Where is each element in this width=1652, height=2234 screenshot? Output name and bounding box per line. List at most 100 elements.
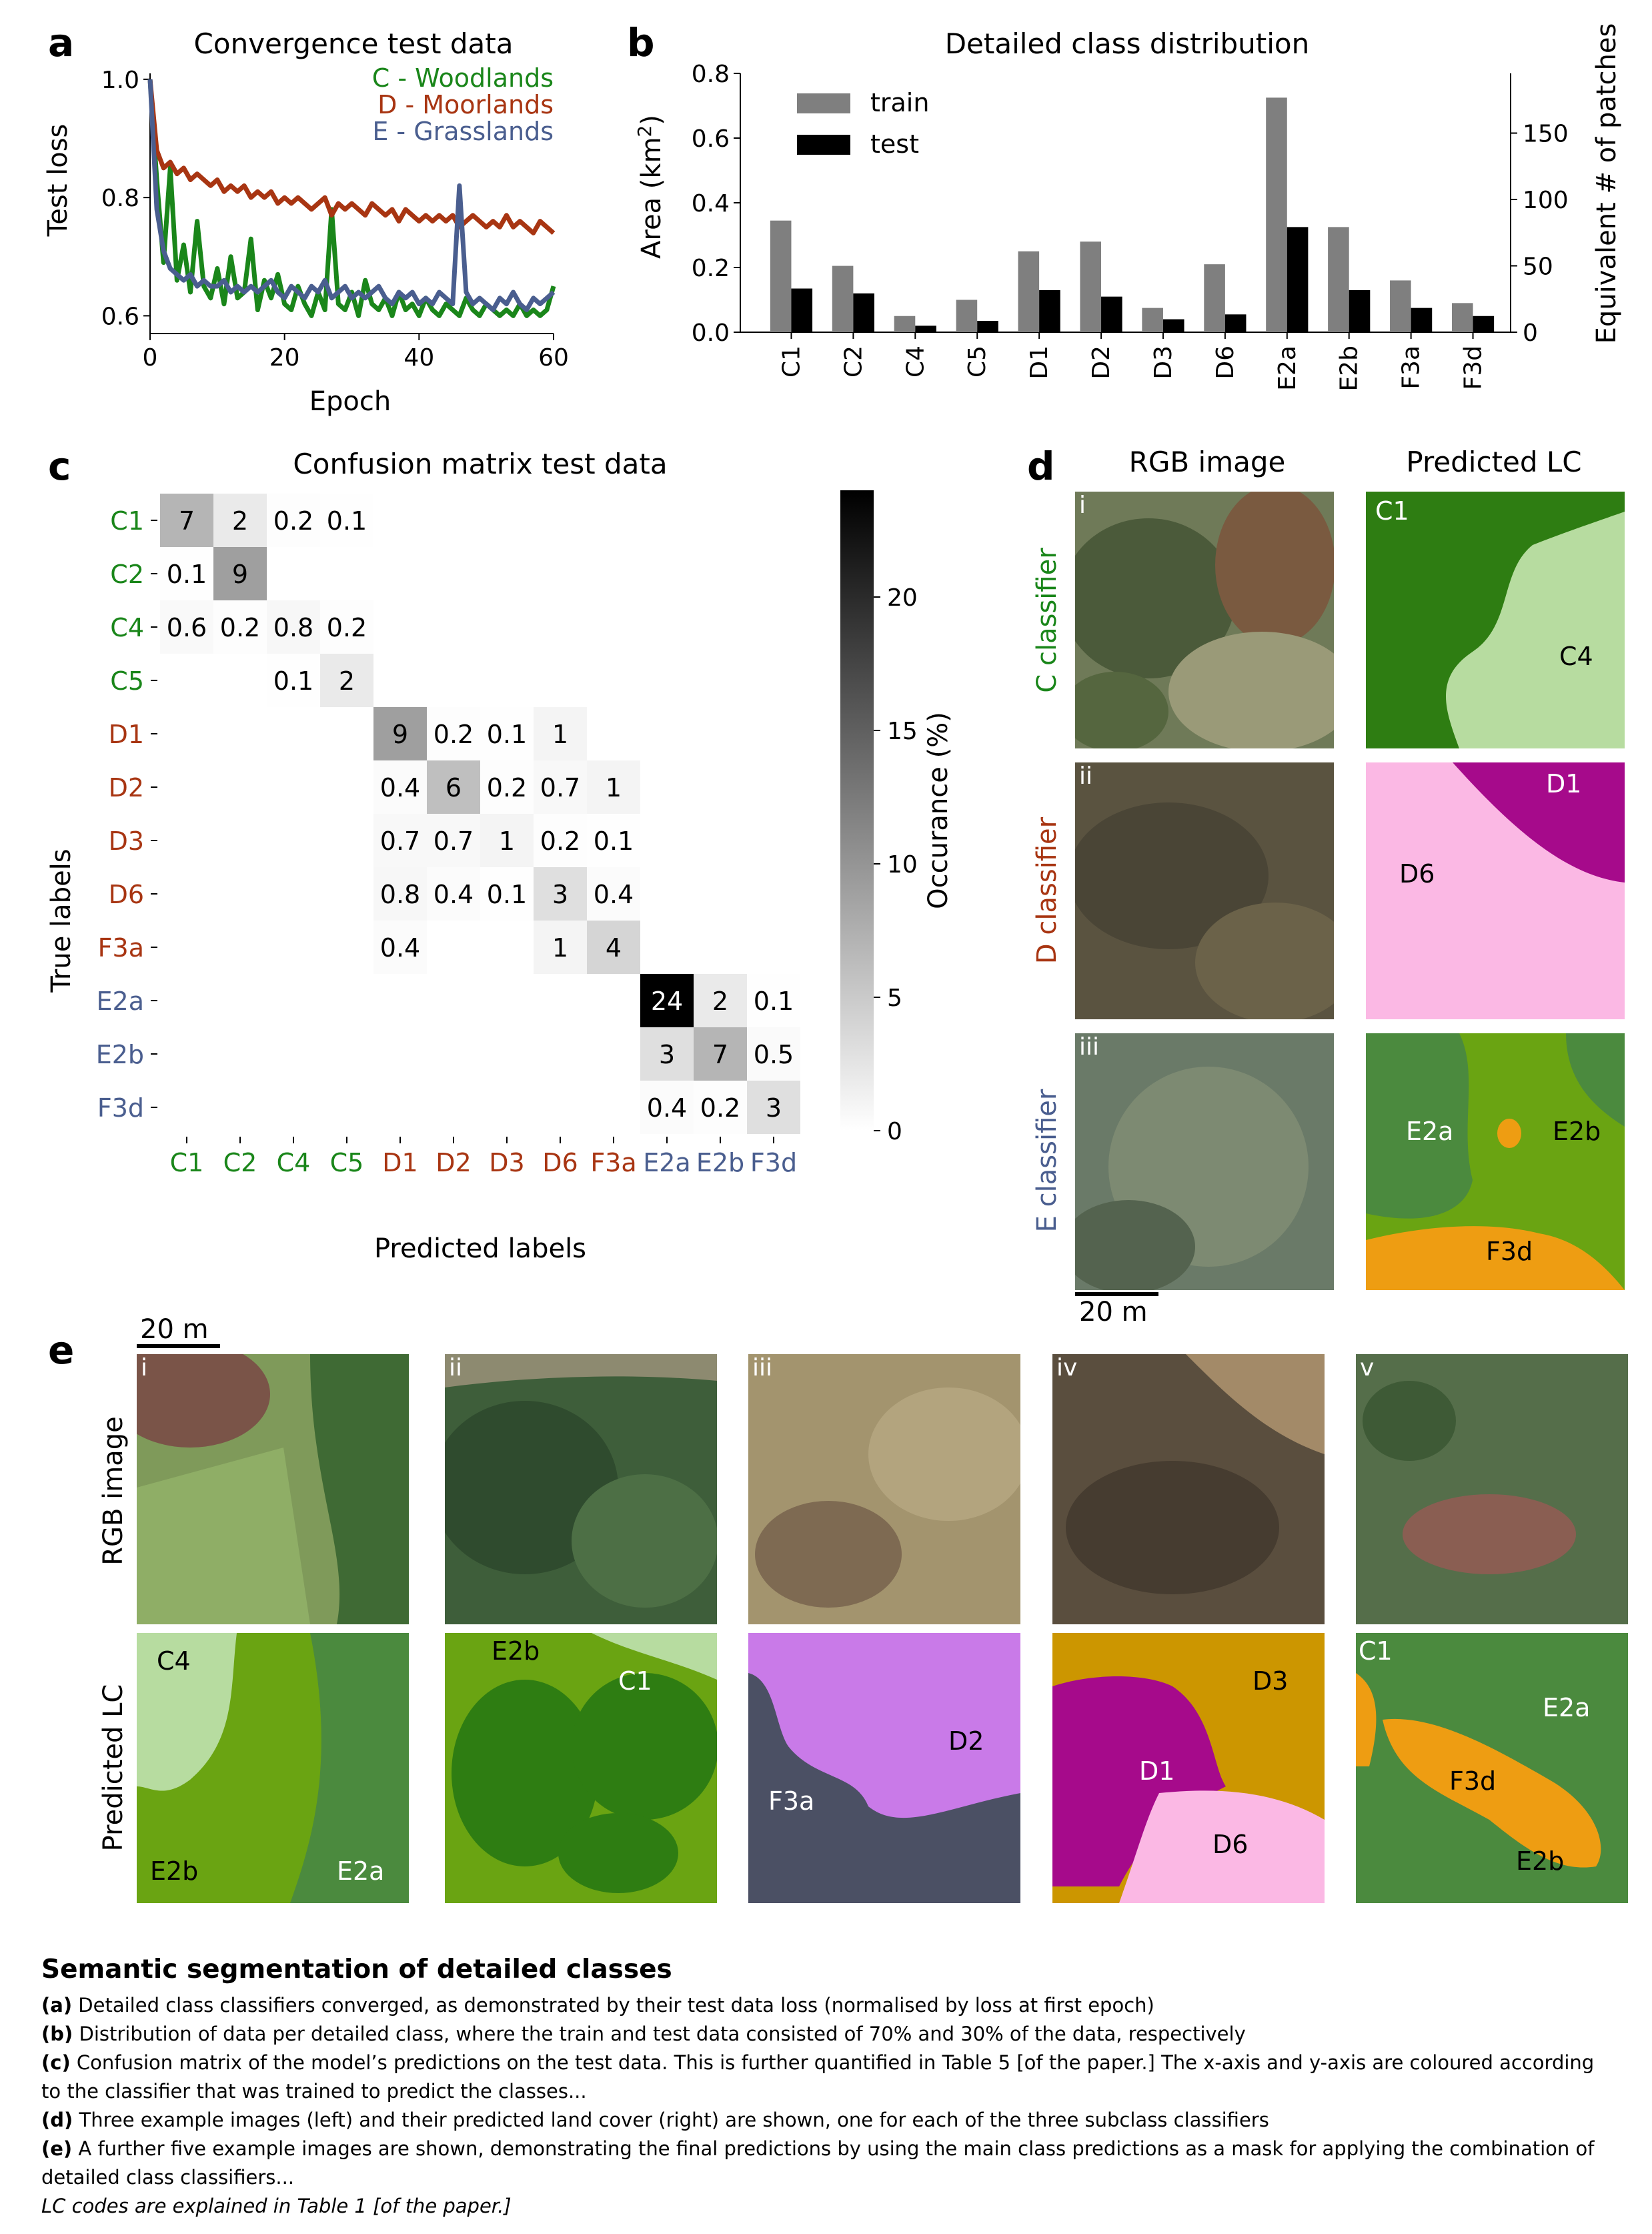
svg-text:E2a: E2a — [1543, 1693, 1590, 1722]
matrix-cell — [160, 547, 213, 600]
matrix-cell-label: 9 — [392, 720, 408, 749]
svg-text:E2b: E2b — [150, 1856, 198, 1886]
matrix-cell — [587, 867, 640, 921]
svg-text:C4: C4 — [1559, 642, 1593, 671]
matrix-cell-label: 0.2 — [273, 506, 313, 536]
bar-train-C4 — [894, 316, 916, 332]
rgb-image-d-ii: ii — [1075, 762, 1334, 1019]
matrix-cell — [587, 760, 640, 814]
chart-b-ytick-right-label: 50 — [1523, 253, 1553, 281]
matrix-cell — [480, 760, 534, 814]
matrix-cell — [427, 707, 480, 760]
matrix-cell-label: 7 — [179, 506, 195, 536]
matrix-cell — [534, 707, 587, 760]
matrix-cell — [534, 814, 587, 867]
matrix-cell — [320, 600, 373, 654]
series-line-2 — [147, 79, 556, 235]
matrix-cell-label: 2 — [712, 987, 728, 1016]
colorbar — [840, 490, 874, 1131]
panel-e-row2-label: Predicted LC — [98, 1684, 129, 1852]
lc-map-e-iii: F3a D2 — [748, 1633, 1020, 1903]
chart-a-ytick-label: 0.8 — [101, 185, 139, 212]
lc-map-e-ii: E2b C1 — [445, 1633, 717, 1903]
svg-text:C4: C4 — [157, 1646, 191, 1676]
matrix-cell — [694, 974, 747, 1027]
colorbar-label: Occurance (%) — [923, 712, 954, 909]
chart-b-ytick-label: 0.2 — [692, 255, 730, 282]
caption-b: (b) Distribution of data per detailed cl… — [41, 2023, 1246, 2045]
matrix-cell — [320, 654, 373, 707]
matrix-cell-label: 3 — [766, 1093, 782, 1123]
matrix-cell-label: 0.8 — [380, 880, 420, 909]
matrix-cell-label: 2 — [232, 506, 248, 536]
matrix-ylabel-D1: D1 — [109, 720, 144, 749]
bar-train-D6 — [1204, 264, 1225, 332]
panel-label-b: b — [627, 20, 655, 65]
chart-b-xtick-label: C1 — [778, 346, 805, 378]
chart-a-title: Convergence test data — [194, 27, 514, 60]
chart-b-title: Detailed class distribution — [945, 27, 1310, 60]
chart-b-ytick-label: 0.6 — [692, 125, 730, 153]
chart-b-ylabel-left: Area (km2) — [634, 115, 667, 259]
matrix-cell — [160, 494, 213, 547]
lc-map-d-ii: D1 D6 — [1366, 762, 1625, 1019]
matrix-cell — [213, 600, 267, 654]
matrix-cell — [640, 1027, 694, 1081]
matrix-cell-label: 0.5 — [754, 1040, 794, 1069]
lc-map-d-i: C1 C4 — [1366, 492, 1625, 748]
matrix-xlabel-E2b: E2b — [696, 1148, 744, 1177]
matrix-cell-label: 0.1 — [273, 666, 313, 696]
lc-map-d-iii: E2a E2b F3d — [1366, 1033, 1625, 1290]
matrix-ylabel-C1: C1 — [110, 506, 144, 536]
svg-text:E2a: E2a — [1406, 1117, 1453, 1146]
svg-text:D1: D1 — [1139, 1756, 1174, 1786]
matrix-cell — [747, 1027, 800, 1081]
matrix-xlabel-E2a: E2a — [643, 1148, 690, 1177]
panel-label-e: e — [48, 1327, 75, 1373]
chart-b-xtick-label: C2 — [840, 346, 867, 378]
bar-train-F3a — [1390, 280, 1411, 332]
bar-train-F3d — [1451, 303, 1473, 332]
matrix-cell-label: 1 — [552, 933, 568, 963]
matrix-cell — [534, 867, 587, 921]
scale-bar-d — [1075, 1292, 1158, 1296]
panel-label-a: a — [48, 20, 75, 65]
matrix-cell — [427, 760, 480, 814]
chart-a-xtick-label: 60 — [538, 344, 569, 372]
matrix-cell — [213, 494, 267, 547]
matrix-xlabel-C4: C4 — [277, 1148, 311, 1177]
matrix-cell-label: 0.1 — [487, 880, 527, 909]
matrix-cell-label: 0.2 — [434, 720, 474, 749]
matrix-cell — [373, 921, 427, 974]
bar-test-E2a — [1287, 227, 1309, 332]
matrix-cell — [747, 974, 800, 1027]
panel-d-row-label-d: D classifier — [1032, 816, 1062, 965]
convergence-chart: Convergence test data Test loss Epoch 0.… — [43, 27, 569, 417]
matrix-xlabel-F3d: F3d — [750, 1148, 797, 1177]
rgb-image-e-i: i — [137, 1354, 409, 1624]
svg-text:E2b: E2b — [1553, 1117, 1601, 1146]
matrix-xlabel-F3a: F3a — [590, 1148, 636, 1177]
matrix-cell-label: 0.2 — [540, 826, 580, 856]
matrix-xlabel-C1: C1 — [170, 1148, 204, 1177]
matrix-cell-label: 0.6 — [167, 613, 207, 642]
svg-text:D6: D6 — [1212, 1830, 1248, 1859]
matrix-cell-label: 1 — [606, 773, 622, 802]
bar-test-D6 — [1224, 314, 1247, 332]
bar-test-E2b — [1349, 290, 1371, 332]
matrix-cell-label: 0.7 — [434, 826, 474, 856]
matrix-cell-label: 0.1 — [594, 826, 634, 856]
chart-b-xtick-label: C5 — [964, 346, 991, 378]
chart-b-ytick-label: 0.0 — [692, 320, 730, 347]
panel-d-row-label-e: E classifier — [1032, 1089, 1062, 1233]
matrix-ylabel-F3a: F3a — [98, 933, 144, 963]
colorbar-tick-label: 10 — [887, 851, 918, 879]
rgb-image-e-iv: iv — [1052, 1354, 1325, 1624]
matrix-cell-label: 1 — [552, 720, 568, 749]
caption-d: (d) Three example images (left) and thei… — [41, 2109, 1269, 2131]
chart-a-ytick-label: 0.6 — [101, 303, 139, 330]
matrix-cell-label: 0.4 — [647, 1093, 687, 1123]
svg-text:C1: C1 — [1359, 1636, 1393, 1666]
matrix-cell — [694, 1081, 747, 1134]
chart-c-ylabel: True labels — [46, 849, 77, 993]
